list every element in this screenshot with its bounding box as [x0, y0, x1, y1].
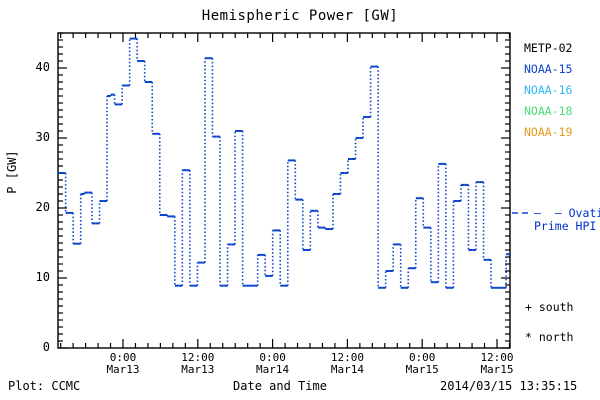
- x-tick-label: 12:00 Mar14: [330, 351, 364, 376]
- legend-item-noaa-16: NOAA-16: [524, 83, 573, 97]
- axes-frame: [57, 32, 511, 349]
- x-tick-label: 0:00 Mar14: [256, 351, 290, 376]
- data-series: [58, 37, 510, 289]
- x-tick-label: 12:00 Mar15: [480, 351, 514, 376]
- page-title: Hemispheric Power [GW]: [201, 8, 399, 24]
- legend-north-marker: * north: [525, 330, 574, 344]
- legend-item-noaa-15: NOAA-15: [524, 62, 573, 76]
- legend-item-metp-02: METP-02: [524, 41, 573, 55]
- footer-plot-source: Plot: CCMC: [8, 379, 81, 393]
- legend-south-marker: + south: [525, 300, 574, 314]
- legend-ovation-prime-hpi: – – Ovation Prime HPI: [534, 206, 600, 233]
- x-tick-label: 0:00 Mar15: [405, 351, 439, 376]
- axis-ticks: [58, 32, 511, 349]
- x-tick-label: 12:00 Mar13: [181, 351, 215, 376]
- footer-timestamp: 2014/03/15 13:35:15: [440, 379, 578, 393]
- y-tick-label: 0: [42, 340, 50, 354]
- legend-item-noaa-18: NOAA-18: [524, 104, 573, 118]
- y-tick-label: 20: [35, 200, 50, 214]
- legend-item-noaa-19: NOAA-19: [524, 125, 573, 139]
- x-tick-label: 0:00 Mar13: [106, 351, 140, 376]
- x-axis-label: Date and Time: [233, 379, 327, 393]
- y-tick-label: 30: [35, 130, 50, 144]
- y-tick-label: 40: [35, 60, 50, 74]
- y-tick-label: 10: [35, 270, 50, 284]
